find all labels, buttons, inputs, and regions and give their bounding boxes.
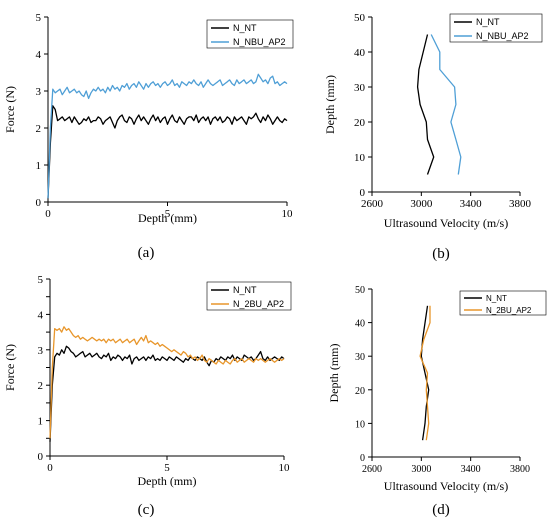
y-tick-label: 0 bbox=[360, 187, 366, 199]
legend-label: N_2BU_AP2 bbox=[486, 306, 532, 315]
legend: N_NT N_2BU_AP2 bbox=[206, 281, 292, 311]
legend-box bbox=[206, 281, 292, 311]
y-tick-label: 4 bbox=[36, 49, 42, 61]
x-tick-label: 3800 bbox=[509, 198, 532, 210]
y-tick-label: 10 bbox=[355, 419, 365, 430]
y-tick-label: 1 bbox=[38, 416, 44, 428]
x-tick-label: 3400 bbox=[461, 464, 481, 475]
y-axis-label: Depth (mm) bbox=[323, 75, 337, 134]
legend-label: N_NT bbox=[486, 294, 507, 303]
y-tick-label: 20 bbox=[354, 117, 366, 129]
y-tick-label: 2 bbox=[38, 380, 44, 392]
y-tick-label: 50 bbox=[354, 12, 366, 24]
x-tick-label: 5 bbox=[165, 208, 171, 220]
legend-box bbox=[459, 290, 547, 316]
legend-label: N_NBU_AP2 bbox=[233, 37, 286, 47]
series-line-n-nbu-ap2 bbox=[47, 73, 288, 199]
x-tick-label: 3400 bbox=[460, 198, 483, 210]
series-line-n-nt bbox=[416, 34, 435, 175]
legend-box bbox=[206, 19, 294, 49]
y-tick-label: 40 bbox=[355, 319, 365, 330]
y-tick-label: 40 bbox=[354, 47, 366, 59]
x-tick-label: 5 bbox=[164, 462, 170, 474]
y-axis-label: Depth (mm) bbox=[327, 344, 341, 403]
series-line-n-nt bbox=[47, 105, 288, 199]
series-line-n-2bu-ap2 bbox=[49, 326, 285, 439]
legend-label: N_NT bbox=[233, 23, 257, 33]
panel-label: (b) bbox=[432, 246, 450, 262]
y-tick-label: 0 bbox=[360, 453, 365, 464]
y-tick-label: 30 bbox=[354, 82, 366, 94]
y-tick-label: 10 bbox=[354, 152, 366, 164]
panel-label: (d) bbox=[432, 502, 450, 518]
legend-label: N_NT bbox=[233, 285, 257, 295]
legend-box bbox=[449, 13, 543, 43]
x-tick-label: 3000 bbox=[410, 198, 433, 210]
legend-label: N_NT bbox=[476, 17, 500, 27]
y-tick-label: 30 bbox=[355, 352, 365, 363]
x-tick-label: 10 bbox=[282, 208, 294, 220]
y-tick-label: 0 bbox=[38, 451, 44, 463]
chart-panel-b: 2600 3000 3400 3800 0 10 20 30 40 50 Ultrasound Ve… bbox=[323, 12, 543, 262]
legend: N_NT N_2BU_AP2 bbox=[459, 290, 547, 316]
y-tick-label: 3 bbox=[36, 86, 42, 98]
x-axis-label: Ultrasound Velocity (m/s) bbox=[384, 479, 508, 493]
x-tick-label: 3800 bbox=[510, 464, 530, 475]
legend: N_NT N_NBU_AP2 bbox=[449, 13, 543, 43]
x-tick-label: 0 bbox=[47, 462, 53, 474]
x-tick-label: 2600 bbox=[361, 198, 384, 210]
y-tick-label: 3 bbox=[38, 345, 44, 357]
y-tick-label: 2 bbox=[36, 123, 42, 135]
y-axis-label: Force (N) bbox=[3, 344, 17, 391]
x-tick-label: 2600 bbox=[362, 464, 382, 475]
x-axis-label: Depth (mm) bbox=[138, 211, 197, 225]
series-line-n-nt bbox=[49, 345, 285, 442]
y-tick-label: 20 bbox=[355, 386, 365, 397]
y-tick-label: 5 bbox=[36, 12, 42, 24]
x-axis-label: Depth (mm) bbox=[138, 474, 197, 488]
series-line-n-2bu-ap2 bbox=[419, 305, 431, 441]
y-axis-label: Force (N) bbox=[3, 86, 17, 133]
panel-label: (c) bbox=[138, 502, 155, 518]
y-tick-label: 5 bbox=[38, 274, 44, 286]
y-tick-label: 1 bbox=[36, 160, 42, 172]
y-tick-label: 0 bbox=[36, 197, 42, 209]
chart-panel-d: 2600 3000 3400 3800 0 10 20 30 40 50 Ultrasound Ve… bbox=[327, 285, 547, 518]
x-tick-label: 10 bbox=[279, 462, 291, 474]
legend: N_NT N_NBU_AP2 bbox=[206, 19, 294, 49]
x-axis-label: Ultrasound Velocity (m/s) bbox=[384, 216, 508, 230]
y-tick-label: 50 bbox=[355, 285, 365, 296]
x-tick-label: 3000 bbox=[411, 464, 431, 475]
legend-label: N_2BU_AP2 bbox=[233, 299, 284, 309]
x-tick-label: 0 bbox=[45, 208, 51, 220]
legend-label: N_NBU_AP2 bbox=[476, 31, 529, 41]
series-line-n-nbu-ap2 bbox=[430, 34, 462, 175]
panel-label: (a) bbox=[138, 245, 155, 261]
y-tick-label: 4 bbox=[38, 309, 44, 321]
